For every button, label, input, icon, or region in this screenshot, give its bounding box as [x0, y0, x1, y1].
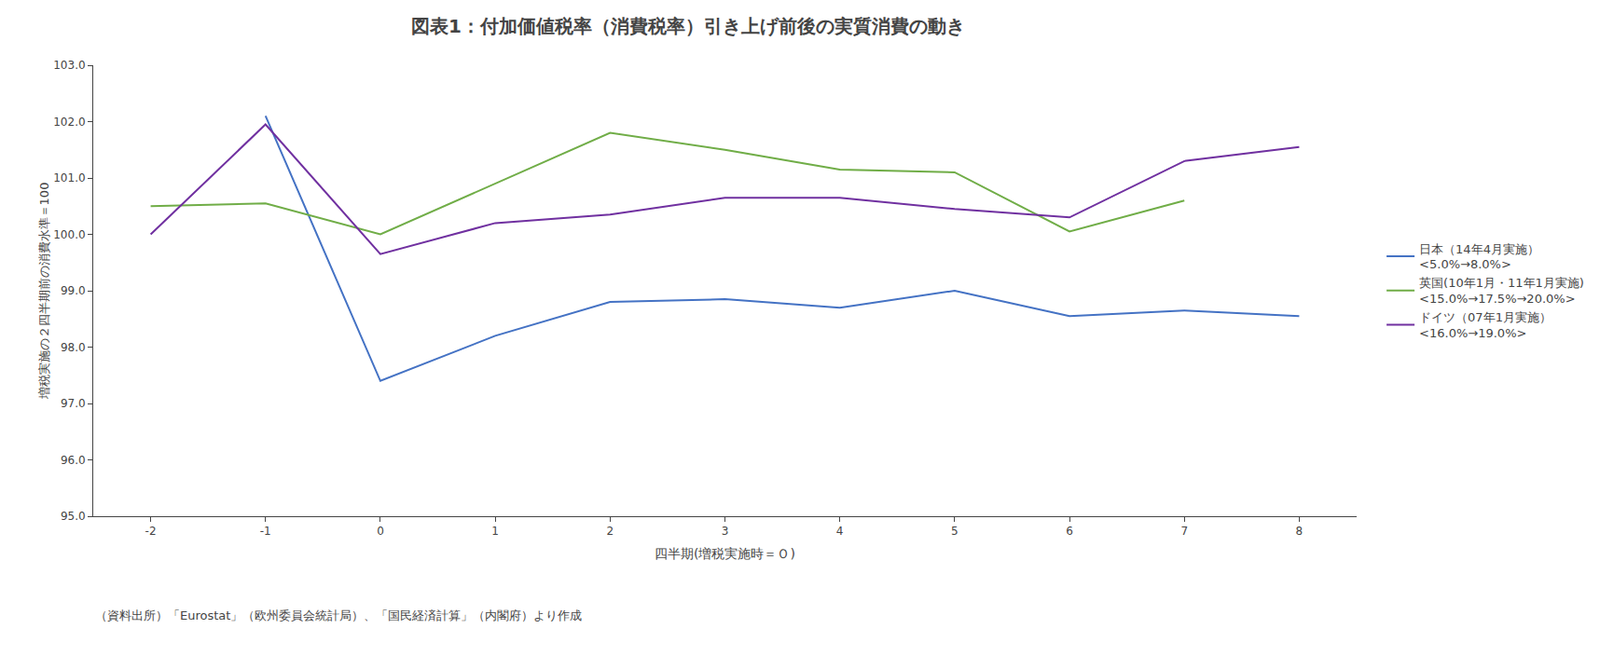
svg-text:96.0: 96.0 — [60, 454, 86, 468]
svg-text:（資料出所）「Eurostat」（欧州委員会統計局）、「国民: （資料出所）「Eurostat」（欧州委員会統計局）、「国民経済計算」（内閣府）… — [95, 608, 582, 623]
svg-text:日本（14年4月実施）<5.0%→8.0%>: 日本（14年4月実施）<5.0%→8.0%> — [1419, 242, 1540, 273]
svg-text:1: 1 — [491, 524, 499, 538]
svg-text:2: 2 — [606, 524, 614, 538]
svg-text:98.0: 98.0 — [60, 341, 86, 355]
svg-text:95.0: 95.0 — [60, 510, 86, 524]
svg-text:101.0: 101.0 — [53, 171, 85, 185]
svg-text:図表1：付加価値税率（消費税率）引き上げ前後の実質消費の動き: 図表1：付加価値税率（消費税率）引き上げ前後の実質消費の動き — [411, 14, 966, 38]
svg-text:4: 4 — [836, 524, 844, 538]
svg-text:6: 6 — [1065, 524, 1074, 538]
svg-text:103.0: 103.0 — [53, 58, 85, 72]
svg-text:7: 7 — [1180, 524, 1188, 538]
svg-text:100.0: 100.0 — [53, 228, 85, 242]
svg-text:増税実施の２四半期前の消費水準＝100: 増税実施の２四半期前の消費水準＝100 — [37, 182, 52, 401]
svg-text:99.0: 99.0 — [60, 284, 86, 298]
svg-text:3: 3 — [721, 524, 730, 538]
svg-text:8: 8 — [1296, 524, 1304, 538]
svg-text:102.0: 102.0 — [53, 115, 85, 129]
svg-text:97.0: 97.0 — [60, 397, 86, 411]
svg-text:0: 0 — [376, 524, 385, 538]
svg-text:5: 5 — [951, 524, 959, 538]
svg-text:-2: -2 — [145, 524, 157, 538]
svg-text:-1: -1 — [260, 524, 272, 538]
svg-text:英国(10年1月・11年1月実施)<15.0%→17.5%→: 英国(10年1月・11年1月実施)<15.0%→17.5%→20.0%> — [1419, 275, 1585, 306]
svg-text:ドイツ（07年1月実施）<16.0%→19.0%>: ドイツ（07年1月実施）<16.0%→19.0%> — [1419, 310, 1552, 341]
svg-text:四半期(増税実施時＝Ｏ): 四半期(増税実施時＝Ｏ) — [654, 546, 796, 562]
